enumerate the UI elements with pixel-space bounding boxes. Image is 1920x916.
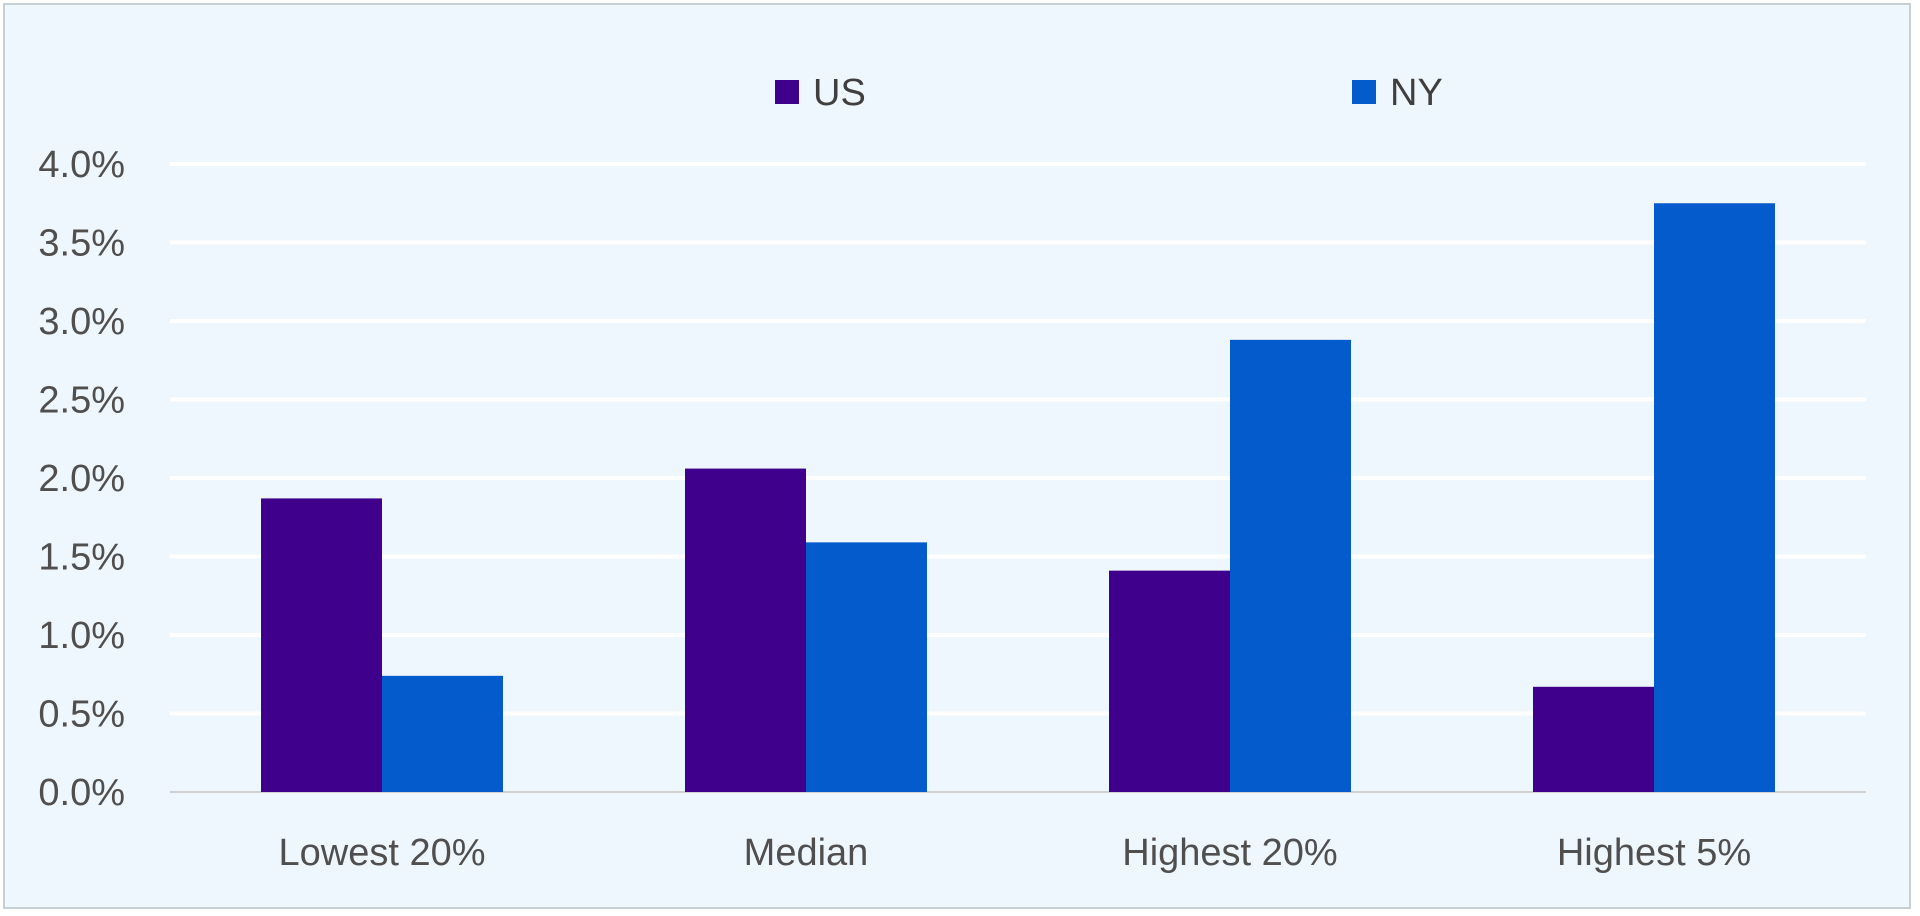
y-tick-label: 2.0% — [38, 458, 125, 500]
bar-ny-4 — [1654, 203, 1775, 792]
bar-us-1 — [261, 498, 382, 792]
x-category-label: Highest 20% — [1122, 832, 1337, 874]
legend-swatch-us — [775, 80, 799, 104]
bar-ny-3 — [1230, 339, 1351, 792]
y-tick-label: 1.0% — [38, 615, 125, 657]
y-tick-label: 0.0% — [38, 772, 125, 814]
y-tick-label: 3.0% — [38, 301, 125, 343]
bar-us-2 — [685, 468, 806, 792]
y-tick-label: 1.5% — [38, 537, 125, 579]
x-axis-categories: Lowest 20% Median Highest 20% Highest 5% — [278, 832, 1751, 874]
x-category-label: Lowest 20% — [278, 832, 485, 874]
bar-us-4 — [1533, 686, 1654, 792]
y-tick-label: 0.5% — [38, 694, 125, 736]
y-tick-label: 2.5% — [38, 380, 125, 422]
y-axis-ticks: 0.0% 0.5% 1.0% 1.5% 2.0% 2.5% 3.0% 3.5% 4.0% — [38, 144, 125, 814]
bars — [261, 203, 1775, 792]
legend-label-us: US — [813, 72, 866, 114]
legend-label-ny: NY — [1390, 72, 1443, 114]
x-category-label: Median — [744, 832, 869, 874]
bar-ny-2 — [806, 542, 927, 792]
bar-ny-1 — [382, 675, 503, 792]
bar-us-3 — [1109, 570, 1230, 792]
y-tick-label: 3.5% — [38, 223, 125, 265]
legend: US NY — [775, 72, 1443, 114]
x-category-label: Highest 5% — [1557, 832, 1751, 874]
y-tick-label: 4.0% — [38, 144, 125, 186]
legend-swatch-ny — [1352, 80, 1376, 104]
